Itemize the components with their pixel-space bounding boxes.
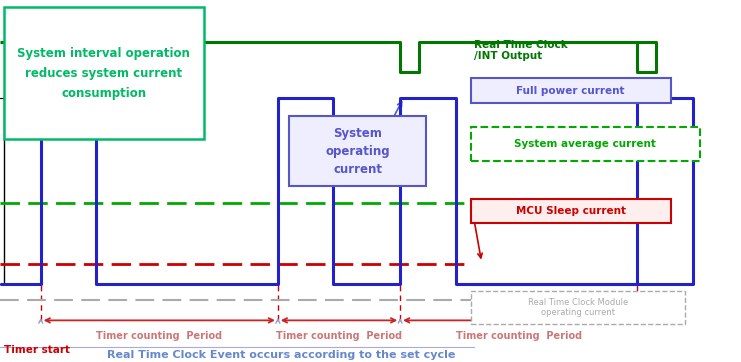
FancyBboxPatch shape (4, 7, 204, 139)
Text: System
operating
current: System operating current (325, 127, 390, 176)
FancyBboxPatch shape (471, 291, 685, 324)
Text: Timer counting  Period: Timer counting Period (276, 331, 402, 341)
Text: System interval operation
reduces system current
consumption: System interval operation reduces system… (17, 47, 190, 100)
Text: Timer start: Timer start (4, 345, 70, 355)
FancyBboxPatch shape (471, 127, 700, 161)
Text: Real Time Clock Event occurs according to the set cycle: Real Time Clock Event occurs according t… (107, 350, 456, 360)
FancyBboxPatch shape (289, 116, 426, 186)
Text: System average current: System average current (514, 139, 657, 149)
FancyBboxPatch shape (471, 78, 671, 103)
Text: Timer counting  Period: Timer counting Period (456, 331, 582, 341)
FancyBboxPatch shape (471, 199, 671, 223)
Text: Full power current: Full power current (516, 85, 625, 96)
Text: MCU Sleep current: MCU Sleep current (516, 206, 625, 216)
Text: Timer counting  Period: Timer counting Period (96, 331, 222, 341)
Text: Real Time Clock
/INT Output: Real Time Clock /INT Output (474, 40, 568, 62)
Text: Real Time Clock Module
operating current: Real Time Clock Module operating current (528, 298, 628, 317)
